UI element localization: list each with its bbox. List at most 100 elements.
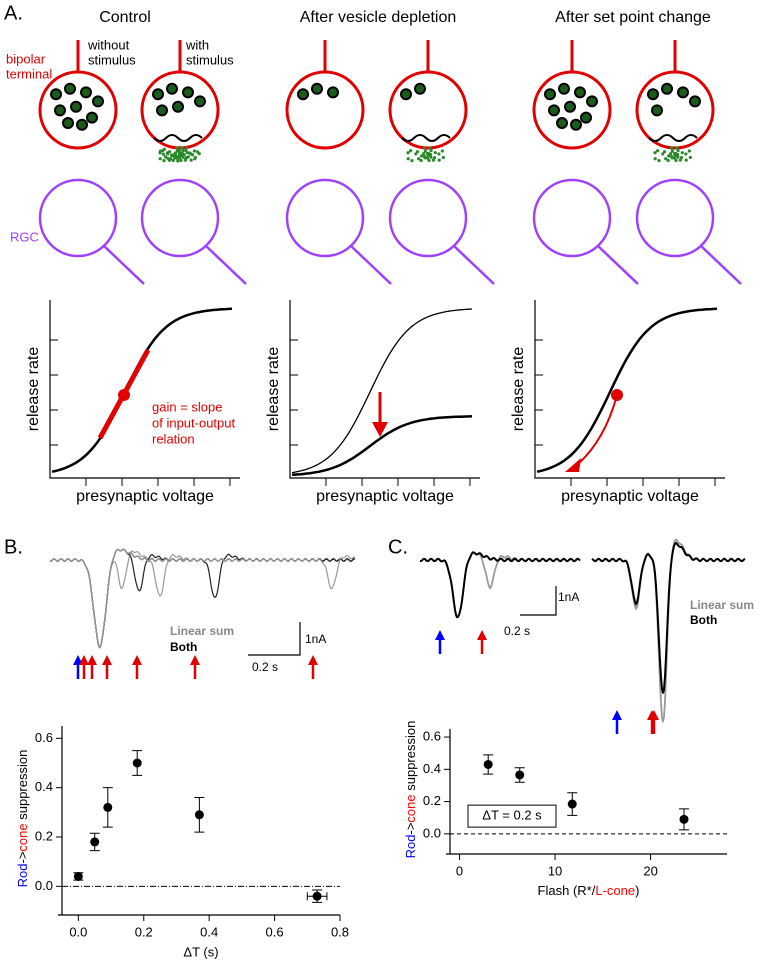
- transmitter: [684, 152, 688, 156]
- vesicle: [182, 86, 194, 99]
- transmitter: [426, 153, 430, 157]
- vesicle: [548, 104, 560, 117]
- rgc-dendrite: [140, 178, 220, 258]
- transmitter: [661, 152, 665, 156]
- bipolar-label: bipolar: [6, 51, 46, 66]
- transmitter: [193, 157, 197, 161]
- vesicle: [586, 95, 598, 108]
- vesicle: [677, 86, 689, 99]
- transmitter: [676, 149, 680, 153]
- x-tick-label: 0.6: [266, 924, 284, 939]
- vesicle: [172, 100, 184, 113]
- arrow-head: [372, 422, 388, 437]
- transmitter: [188, 151, 192, 155]
- transmitter: [668, 152, 673, 156]
- y-tick-label: 0.0: [35, 878, 53, 893]
- transmitter: [170, 154, 174, 158]
- vesicle: [80, 86, 92, 99]
- transmitter: [189, 158, 193, 162]
- axis-label: release rate: [510, 347, 527, 432]
- transmitter: [664, 157, 668, 161]
- transmitter: [427, 158, 431, 163]
- both-label: Both: [690, 613, 717, 627]
- y-axis-label: Rod->cone suppression: [403, 721, 418, 859]
- gain-note: gain = slope: [152, 399, 222, 414]
- transmitter: [174, 146, 179, 150]
- trace: [49, 548, 356, 649]
- x-axis-label: ΔT (s): [183, 944, 218, 959]
- vesicle: [92, 95, 104, 108]
- transmitter: [425, 156, 430, 160]
- linear-sum-label: Linear sum: [690, 598, 754, 612]
- vesicle: [64, 82, 76, 95]
- annotation-box: [467, 804, 557, 828]
- axes: [49, 300, 240, 479]
- point: [194, 810, 204, 820]
- y-tick-label: 0.4: [35, 779, 53, 794]
- transmitter: [432, 156, 437, 160]
- panel-label: C.: [388, 536, 408, 558]
- transmitter: [433, 151, 437, 155]
- rgc-process: [350, 245, 392, 285]
- vesicle: [647, 88, 659, 101]
- y-axis-label-part: cone: [403, 794, 418, 822]
- rgc-process: [103, 245, 145, 285]
- transmitter: [675, 146, 679, 150]
- vesicle: [327, 86, 339, 99]
- column-title: After set point change: [555, 9, 711, 26]
- trace: [419, 551, 581, 619]
- transmitter: [687, 149, 691, 153]
- y-tick-label: 0.0: [423, 825, 441, 840]
- fusion: [153, 134, 203, 142]
- transmitter: [666, 158, 670, 163]
- transmitter: [161, 152, 165, 156]
- stim-arrow: [435, 630, 445, 640]
- transmitter: [410, 158, 414, 163]
- stim-arrow: [477, 630, 487, 640]
- y-tick-label: 0.6: [35, 730, 53, 745]
- vesicle: [574, 86, 586, 99]
- both-label: Both: [170, 640, 197, 654]
- transmitter: [192, 149, 196, 153]
- gain-note: of input-output: [152, 415, 236, 430]
- transmitter: [171, 158, 175, 163]
- bipolar-terminal: [285, 70, 365, 150]
- y-axis-label-part: Rod: [403, 834, 418, 858]
- fusion: [648, 134, 698, 142]
- rgc-process: [700, 245, 742, 285]
- transmitter: [176, 159, 180, 163]
- vesicle: [651, 104, 663, 117]
- transmitter: [175, 156, 180, 160]
- transmitter: [162, 158, 166, 163]
- stim-arrow: [308, 655, 318, 665]
- bipolar-terminal: [532, 70, 612, 150]
- bipolar-terminal: [635, 70, 715, 150]
- gain-note: relation: [152, 431, 195, 446]
- vesicle: [400, 88, 412, 101]
- transmitter: [167, 158, 172, 162]
- stim-arrow: [612, 710, 622, 720]
- fusion: [401, 134, 451, 142]
- y-tick-label: 0.2: [423, 793, 441, 808]
- transmitter: [186, 155, 190, 159]
- vesicle: [194, 95, 206, 108]
- without-label: stimulus: [88, 52, 136, 67]
- transmitter: [165, 151, 169, 155]
- transmitter: [409, 149, 413, 153]
- transmitter: [420, 154, 424, 158]
- scale-bars: [248, 586, 557, 656]
- transmitter: [422, 146, 427, 150]
- y-axis-label-part: Rod: [15, 863, 30, 887]
- stim-arrow: [190, 655, 200, 665]
- transmitter: [653, 151, 657, 155]
- vesicle: [689, 95, 701, 108]
- transmitter: [184, 156, 188, 161]
- transmitter: [406, 151, 410, 155]
- vesicle: [152, 88, 164, 101]
- point: [679, 814, 689, 824]
- point: [483, 759, 493, 769]
- axis-label: presynaptic voltage: [76, 488, 214, 505]
- vesicle: [54, 104, 66, 117]
- y-tick-label: 0.2: [35, 828, 53, 843]
- rgc-label: RGC: [10, 229, 39, 244]
